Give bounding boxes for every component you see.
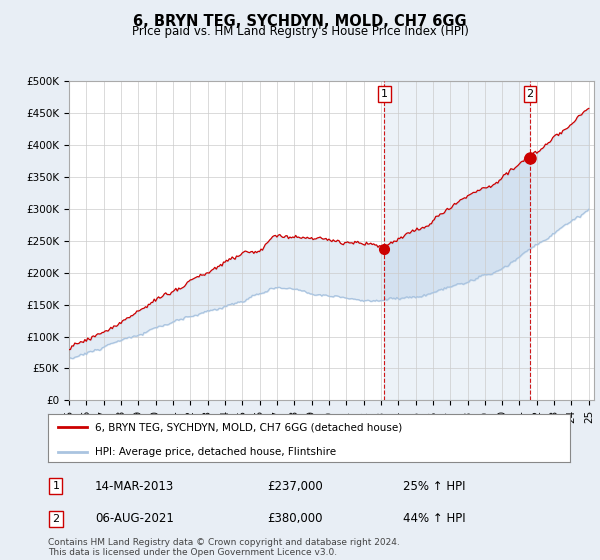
Text: 6, BRYN TEG, SYCHDYN, MOLD, CH7 6GG: 6, BRYN TEG, SYCHDYN, MOLD, CH7 6GG	[133, 14, 467, 29]
Text: 6, BRYN TEG, SYCHDYN, MOLD, CH7 6GG (detached house): 6, BRYN TEG, SYCHDYN, MOLD, CH7 6GG (det…	[95, 422, 402, 432]
Text: 2: 2	[526, 89, 533, 99]
Text: 44% ↑ HPI: 44% ↑ HPI	[403, 512, 466, 525]
Text: Contains HM Land Registry data © Crown copyright and database right 2024.
This d: Contains HM Land Registry data © Crown c…	[48, 538, 400, 557]
Text: 25% ↑ HPI: 25% ↑ HPI	[403, 479, 466, 493]
Text: HPI: Average price, detached house, Flintshire: HPI: Average price, detached house, Flin…	[95, 446, 336, 456]
Text: 2: 2	[52, 514, 59, 524]
Text: 14-MAR-2013: 14-MAR-2013	[95, 479, 174, 493]
Text: £380,000: £380,000	[267, 512, 323, 525]
Text: Price paid vs. HM Land Registry's House Price Index (HPI): Price paid vs. HM Land Registry's House …	[131, 25, 469, 38]
Text: £237,000: £237,000	[267, 479, 323, 493]
Text: 06-AUG-2021: 06-AUG-2021	[95, 512, 174, 525]
Text: 1: 1	[381, 89, 388, 99]
Text: 1: 1	[52, 481, 59, 491]
Bar	[385, 81, 530, 400]
